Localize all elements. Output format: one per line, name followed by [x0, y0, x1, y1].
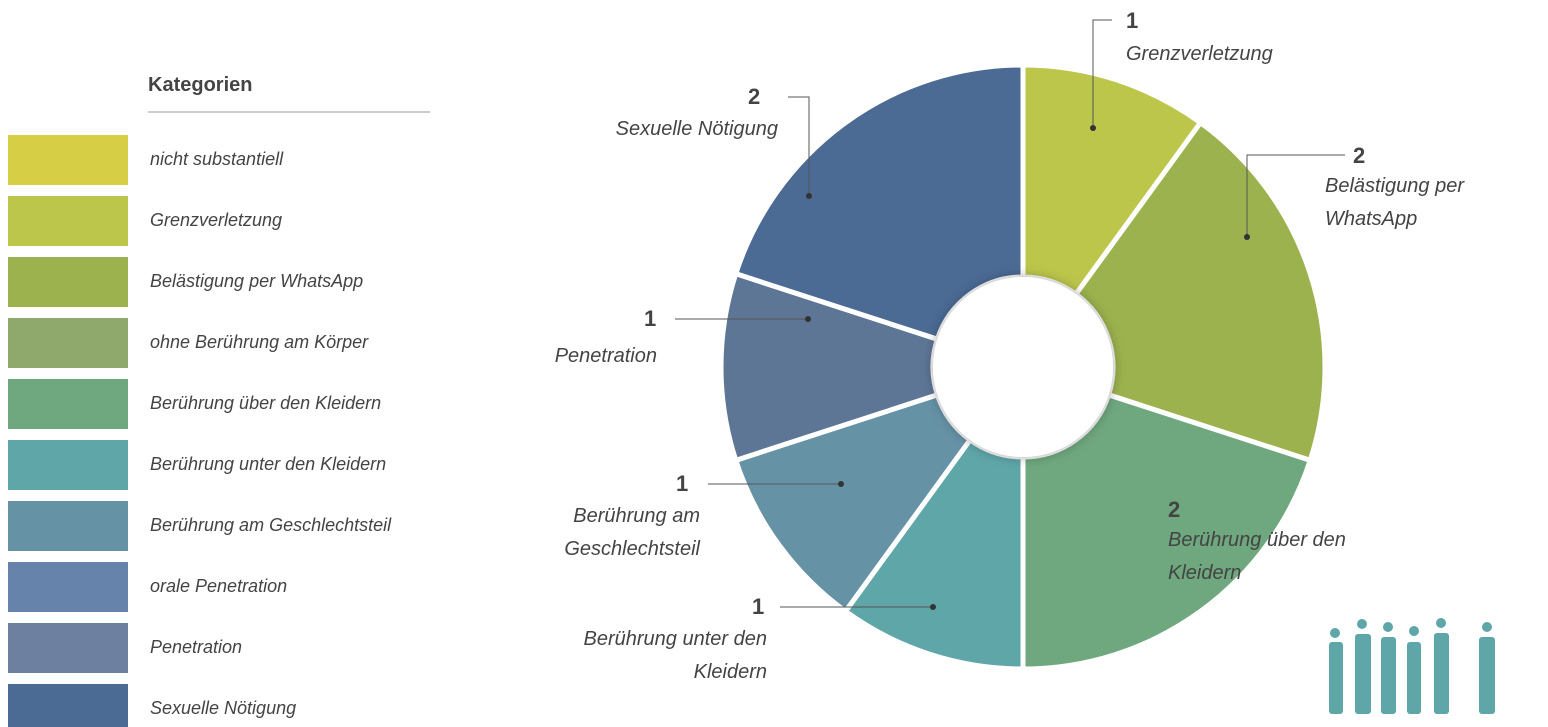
slice-label: Sexuelle Nötigung [615, 118, 778, 140]
data-label: 2 [1168, 497, 1181, 522]
legend-swatch [8, 562, 128, 612]
slice-label: Penetration [554, 345, 657, 367]
legend-label: Penetration [150, 637, 243, 657]
legend-swatch [8, 257, 128, 307]
data-label: 1 [644, 306, 657, 331]
legend-title: Kategorien [148, 74, 253, 96]
data-label: 2 [748, 84, 761, 109]
slice [732, 62, 1026, 343]
data-label: 1 [676, 471, 689, 496]
legend-label: Berührung über den Kleidern [150, 393, 382, 413]
slice [1020, 391, 1314, 672]
legend-label: Berührung am Geschlechtsteil [150, 515, 392, 535]
leader-line [1092, 19, 1112, 128]
leader-line [1246, 154, 1345, 237]
data-label: 1 [752, 594, 765, 619]
data-label: 2 [1353, 143, 1366, 168]
legend-swatch [8, 440, 128, 490]
people-icon [1329, 618, 1495, 714]
leader-dot [1244, 234, 1250, 240]
slice-label: Belästigung per WhatsApp [1325, 175, 1464, 230]
legend-label: Sexuelle Nötigung [150, 698, 297, 718]
legend-swatch [8, 684, 128, 727]
legend-label: orale Penetration [150, 576, 288, 596]
leader-dot [805, 316, 811, 322]
slice-label: Berührung am Geschlechtsteil [564, 505, 700, 560]
leader-dot [838, 481, 844, 487]
legend-swatch [8, 196, 128, 246]
legend-swatch [8, 318, 128, 368]
data-label: 1 [1126, 8, 1139, 33]
leader-line [788, 96, 810, 196]
slice-label: Berührung unter den Kleidern [583, 628, 767, 683]
slices [718, 62, 1328, 672]
legend-label: Berührung unter den Kleidern [150, 454, 387, 474]
legend-label: Grenzverletzung [150, 210, 283, 230]
legend-label: ohne Berührung am Körper [150, 332, 369, 352]
legend-swatch [8, 501, 128, 551]
slice-label: Grenzverletzung [1126, 43, 1273, 65]
leader-dot [806, 193, 812, 199]
donut-hole [933, 277, 1113, 457]
slice [1072, 119, 1328, 464]
leader-dot [1090, 125, 1096, 131]
legend-swatch [8, 135, 128, 185]
legend-label: nicht substantiell [150, 149, 284, 169]
legend-swatch [8, 379, 128, 429]
leader-dot [930, 604, 936, 610]
legend-label: Belästigung per WhatsApp [150, 271, 364, 291]
legend-swatch [8, 623, 128, 673]
slice-label: Berührung über den Kleidern [1168, 529, 1346, 584]
leaders [675, 19, 1345, 610]
